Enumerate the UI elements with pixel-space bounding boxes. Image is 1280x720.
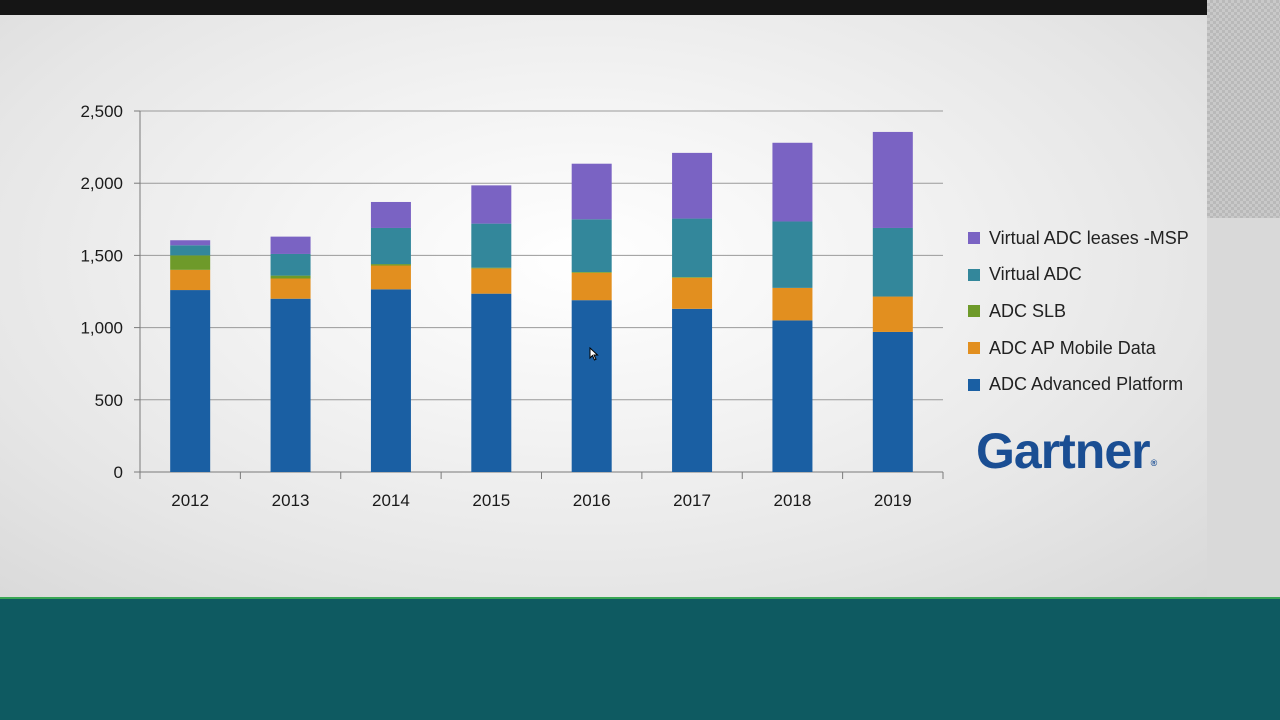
bar-segment xyxy=(170,240,211,246)
bar-segment xyxy=(270,275,311,279)
x-tick-label: 2018 xyxy=(774,491,812,510)
y-tick-label: 1,500 xyxy=(80,246,123,265)
bar-segment xyxy=(872,296,913,332)
bar-segment xyxy=(471,267,512,269)
x-tick-label: 2017 xyxy=(673,491,711,510)
top-bar xyxy=(0,0,1207,15)
bar-segment xyxy=(270,278,311,299)
bar-segment xyxy=(672,218,713,278)
bar-segment xyxy=(672,308,713,472)
bar-segment xyxy=(170,290,211,472)
legend-item: ADC SLB xyxy=(968,293,1189,330)
bar-segment xyxy=(772,221,813,288)
legend-swatch xyxy=(968,378,980,391)
bar-segment xyxy=(571,272,612,301)
bar-segment xyxy=(471,268,512,294)
x-tick-label: 2015 xyxy=(472,491,510,510)
legend-label: ADC Advanced Platform xyxy=(989,374,1184,395)
legend-swatch xyxy=(968,342,980,355)
y-tick-label: 2,500 xyxy=(80,102,123,121)
bar-segment xyxy=(170,269,211,291)
bar-segment xyxy=(370,265,411,290)
legend-label: ADC SLB xyxy=(989,300,1067,321)
x-tick-label: 2016 xyxy=(573,491,611,510)
bar-segment xyxy=(571,219,612,273)
gartner-logo: Gartner® xyxy=(976,422,1158,480)
bar-segment xyxy=(571,272,612,273)
x-tick-label: 2012 xyxy=(171,491,209,510)
y-tick-label: 1,000 xyxy=(80,319,123,338)
bar-segment xyxy=(471,185,512,224)
x-tick-label: 2019 xyxy=(874,491,912,510)
bar-segment xyxy=(571,300,612,472)
footer-band xyxy=(0,599,1280,720)
legend-item: Virtual ADC leases -MSP xyxy=(968,220,1189,257)
bar-segment xyxy=(370,264,411,266)
legend-label: Virtual ADC leases -MSP xyxy=(989,227,1189,248)
legend-swatch xyxy=(968,268,980,281)
bar-segment xyxy=(672,277,713,309)
legend-item: ADC AP Mobile Data xyxy=(968,330,1189,367)
bar-segment xyxy=(471,293,512,472)
x-tick-label: 2013 xyxy=(272,491,310,510)
y-tick-label: 2,000 xyxy=(80,174,123,193)
gartner-logo-text: Gartner xyxy=(976,423,1151,479)
side-pattern xyxy=(1207,0,1280,218)
legend-swatch xyxy=(968,305,980,318)
bar-segment xyxy=(571,163,612,220)
bar-segment xyxy=(270,298,311,472)
bar-segment xyxy=(772,142,813,222)
mouse-cursor-icon xyxy=(589,347,599,361)
stacked-bar-chart: 0 500 1,000 1,500 2,000 2,500 2012 2013 2014 2015… xyxy=(80,102,944,510)
bar-segment xyxy=(370,227,411,265)
bar-segment xyxy=(872,331,913,472)
bar-segment xyxy=(872,227,913,297)
bar-segment xyxy=(772,287,813,321)
bar-segment xyxy=(772,320,813,472)
bar-segment xyxy=(270,253,311,276)
bar-segment xyxy=(170,255,211,270)
bar-segment xyxy=(672,152,713,219)
bar-segment xyxy=(370,289,411,472)
legend-item: ADC Advanced Platform xyxy=(968,366,1189,403)
bar-segment xyxy=(672,277,713,278)
legend-swatch xyxy=(968,232,980,245)
legend-item: Virtual ADC xyxy=(968,257,1189,294)
legend-label: Virtual ADC xyxy=(989,264,1082,285)
gartner-logo-reg: ® xyxy=(1150,458,1158,468)
footer-accent-line xyxy=(0,597,1280,599)
chart-legend: Virtual ADC leases -MSP Virtual ADC ADC SL… xyxy=(968,220,1189,403)
bar-segment xyxy=(872,131,913,228)
bar-segment xyxy=(270,236,311,254)
y-tick-label: 0 xyxy=(114,463,123,482)
bar-segment xyxy=(370,201,411,228)
x-tick-label: 2014 xyxy=(372,491,410,510)
y-tick-label: 500 xyxy=(95,391,123,410)
legend-label: ADC AP Mobile Data xyxy=(989,337,1156,358)
bar-segment xyxy=(170,245,211,256)
bar-segment xyxy=(471,223,512,268)
